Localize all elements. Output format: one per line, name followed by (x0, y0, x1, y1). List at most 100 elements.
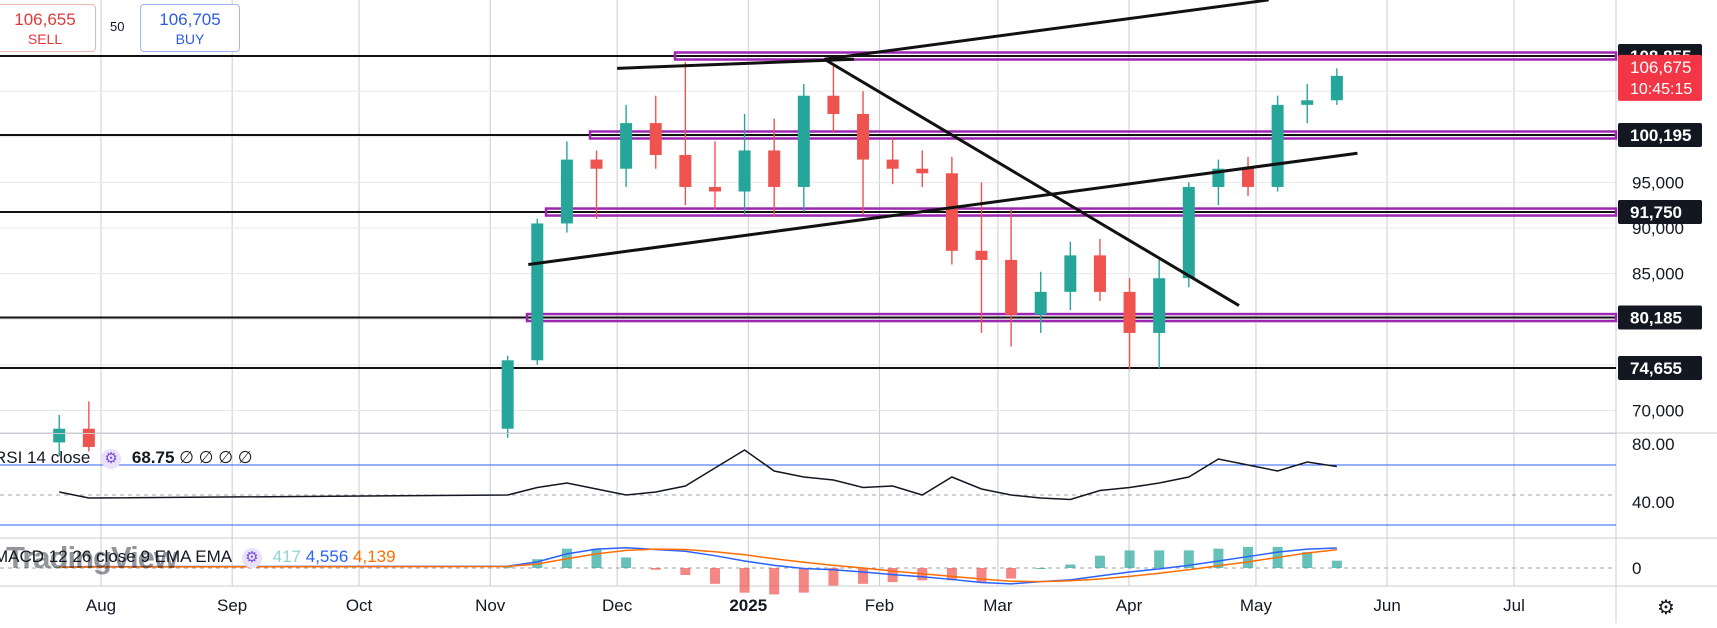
macd-histogram-bar (1065, 564, 1076, 568)
macd-histogram-bar (798, 568, 809, 593)
signal-line (59, 548, 1337, 583)
time-tick-label: Jun (1373, 596, 1400, 615)
trendline (528, 151, 1358, 266)
candle-body (708, 186, 721, 192)
candle-body (1034, 291, 1047, 315)
macd-legend-hist: 417 (272, 547, 301, 566)
macd-histogram-bar (1183, 550, 1194, 568)
candle-body (975, 250, 988, 260)
rsi-pane: 40.00 80.00 (0, 435, 1675, 526)
candle-body (738, 150, 751, 192)
candle-body (1064, 255, 1077, 292)
candle-body (1123, 291, 1136, 333)
candle-body (886, 159, 899, 169)
time-tick-label: Nov (475, 596, 506, 615)
level-price-tag (1618, 356, 1702, 380)
macd-tick-label: 0 (1632, 559, 1641, 578)
level-zone (525, 312, 1618, 323)
time-axis: Aug Sep Oct Nov Dec 2025 Feb Mar Apr May Jun Jul (86, 596, 1525, 615)
candle-body (590, 159, 603, 169)
macd-histogram-bar (650, 568, 661, 570)
macd-histogram-bar (1154, 550, 1165, 568)
macd-line (59, 547, 1337, 585)
candle-body (649, 123, 662, 156)
sell-button[interactable]: 106,655 SELL (0, 4, 96, 52)
countdown-label: 10:45:15 (1630, 81, 1692, 98)
rsi-settings-icon[interactable]: ⚙ (101, 448, 122, 469)
rsi-line (59, 449, 1337, 501)
macd-histogram-bar (502, 567, 513, 569)
candle-body (827, 95, 840, 114)
macd-histogram-bar (709, 568, 720, 584)
level-price-label: 100,195 (1630, 126, 1691, 145)
level-price-tag (1618, 123, 1702, 148)
price-tick-label: 95,000 (1632, 173, 1684, 192)
macd-histogram-bar (976, 568, 987, 583)
level-price-label: 80,185 (1630, 309, 1682, 328)
last-price-tag (1618, 54, 1702, 101)
macd-histogram-bar (680, 568, 691, 576)
candle-body (1271, 104, 1284, 187)
macd-settings-icon[interactable]: ⚙ (241, 547, 262, 568)
candle-body (679, 155, 692, 187)
macd-histogram-bar (1124, 550, 1135, 568)
macd-histogram-bar (621, 557, 632, 568)
macd-histogram-bar (1302, 552, 1313, 568)
candle-body (916, 168, 929, 174)
macd-histogram-bar (739, 568, 750, 593)
buy-button[interactable]: 106,705 BUY (140, 4, 240, 52)
candle-body (501, 360, 514, 429)
sell-label: SELL (27, 31, 63, 47)
level-price-label: 74,655 (1630, 359, 1682, 378)
trendline (823, 57, 1240, 307)
trendlines (528, 0, 1358, 307)
candle-body (768, 150, 781, 187)
candle-body (1242, 168, 1255, 187)
level-price-tag (1618, 305, 1702, 330)
time-tick-label: Jul (1503, 596, 1525, 615)
macd-legend-signal: 4,139 (353, 547, 396, 566)
rsi-tick-label: 80.00 (1632, 435, 1675, 454)
settings-gear-icon[interactable]: ⚙ (1657, 597, 1675, 619)
macd-histogram-bar (1035, 568, 1046, 569)
candle-body (797, 95, 810, 187)
candle-body (1153, 278, 1166, 333)
time-tick-label: Aug (86, 596, 116, 615)
rsi-legend-name: RSI 14 close (0, 448, 91, 467)
level-zone (544, 207, 1618, 217)
rsi-legend[interactable]: RSI 14 close ⚙ 68.75 ∅ ∅ ∅ ∅ (0, 448, 253, 469)
macd-histogram-bar (769, 568, 780, 595)
macd-legend[interactable]: MACD 12 26 close 9 EMA EMA ⚙ 417 4,556 4… (0, 547, 396, 568)
macd-histogram-bar (858, 568, 869, 584)
price-axis: 70,00085,00090,00095,000108,855100,19591… (1618, 44, 1702, 420)
candle-body (1005, 259, 1018, 315)
macd-histogram-bar (54, 567, 65, 569)
macd-histogram-bar (591, 548, 602, 568)
rsi-legend-placeholders: ∅ ∅ ∅ ∅ (179, 448, 253, 467)
time-tick-label: 2025 (729, 596, 767, 615)
candle-body (945, 173, 958, 251)
last-price-label: 106,675 (1630, 58, 1691, 77)
price-tick-label: 85,000 (1632, 265, 1684, 284)
level-price-tag (1618, 200, 1702, 225)
macd-histogram-bar (1006, 568, 1017, 579)
time-tick-label: Sep (217, 596, 247, 615)
price-levels (0, 51, 1618, 369)
rsi-tick-label: 40.00 (1632, 493, 1675, 512)
candlesticks (0, 61, 1616, 457)
macd-histogram-bar (1331, 560, 1342, 568)
time-tick-label: Dec (602, 596, 633, 615)
candle-body (531, 223, 544, 361)
macd-histogram-bar (1243, 546, 1254, 568)
candle-body (53, 428, 66, 443)
level-zone (588, 130, 1618, 140)
macd-histogram-bar (1094, 555, 1105, 568)
candle-body (857, 113, 870, 160)
sell-price: 106,655 (14, 10, 76, 29)
time-tick-label: Mar (983, 596, 1013, 615)
buy-label: BUY (175, 31, 205, 47)
candle-body (1330, 75, 1343, 101)
